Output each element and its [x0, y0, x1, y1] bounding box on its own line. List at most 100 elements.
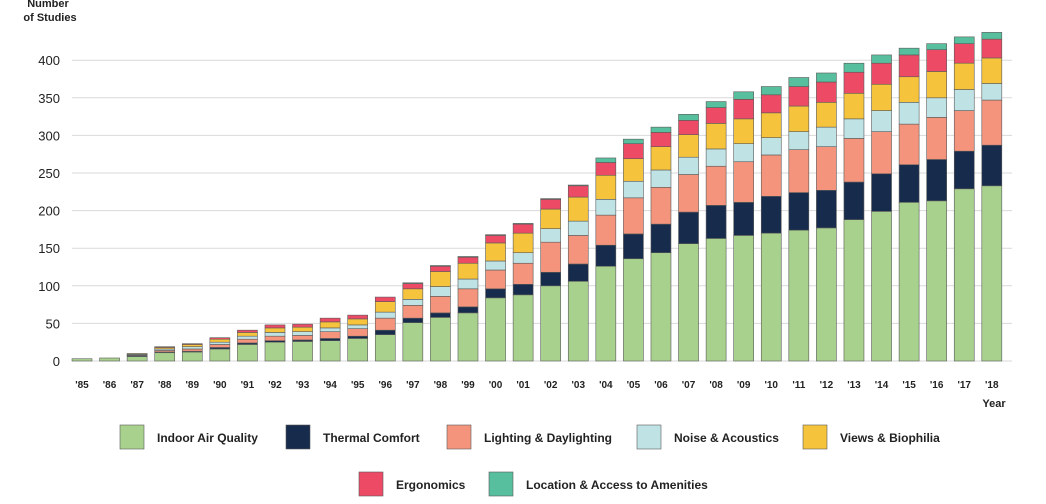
legend-item: Noise & Acoustics: [636, 424, 779, 450]
bar-segment: [512, 232, 534, 254]
bar-segment: [981, 185, 1003, 362]
x-tick-label: '95: [351, 380, 365, 391]
bar-segment: [898, 47, 920, 56]
bar-segment: [926, 117, 947, 160]
bar-segment: [788, 229, 810, 362]
bar-segment: [788, 77, 810, 87]
y-tick-label: 300: [38, 128, 60, 143]
y-tick-label: 400: [38, 53, 60, 68]
bar-segment: [512, 252, 534, 264]
bar-segment: [595, 214, 617, 246]
bar-segment: [347, 338, 369, 362]
legend-swatch: [636, 424, 662, 450]
bar-segment: [843, 62, 865, 73]
y-tick-label: 200: [38, 204, 60, 219]
bar-segment: [926, 71, 947, 99]
bar-segment: [430, 271, 451, 287]
x-tick-label: '96: [379, 380, 393, 391]
bar-segment: [843, 92, 865, 120]
bar-segment: [457, 312, 479, 362]
bar-segment: [292, 331, 313, 336]
bar-segment: [871, 54, 892, 64]
bar-segment: [981, 99, 1003, 146]
x-tick-label: '16: [930, 380, 944, 391]
y-tick-label: 150: [38, 241, 60, 256]
bar-segment: [402, 322, 424, 362]
bar-segment: [292, 326, 313, 332]
bar-segment: [981, 32, 1003, 40]
bar-segment: [319, 321, 341, 329]
bar-segment: [237, 332, 258, 337]
bar-segment: [705, 165, 727, 206]
bar-segment: [154, 346, 176, 348]
x-tick-label: '10: [764, 380, 778, 391]
bar-segment: [816, 146, 837, 191]
legend-swatch: [285, 424, 311, 450]
x-tick-label: '01: [516, 380, 530, 391]
x-tick-label: '13: [847, 380, 861, 391]
bar-segment: [567, 280, 589, 362]
bar-segment: [650, 169, 672, 188]
bar-segment: [319, 338, 341, 341]
bar-segment: [733, 235, 754, 362]
bar-segment: [733, 161, 754, 203]
bar-segment: [953, 36, 975, 44]
bar-segment: [788, 149, 810, 193]
bar-segment: [457, 288, 479, 308]
bar-segment: [760, 137, 782, 156]
bar-segment: [926, 49, 947, 72]
bar-segment: [430, 265, 451, 272]
bar-segment: [733, 118, 754, 144]
bar-segment: [540, 241, 561, 273]
bar-segment: [871, 173, 892, 212]
bar-segment: [595, 174, 617, 200]
x-tick-label: '05: [627, 380, 641, 391]
bar-segment: [540, 208, 561, 229]
bar-segment: [457, 256, 479, 264]
bar-segment: [705, 238, 727, 362]
bar-segment: [237, 329, 258, 333]
bar-segment: [99, 357, 120, 362]
bar-segment: [264, 341, 286, 362]
bar-segment: [485, 235, 506, 244]
y-tick-label: 250: [38, 166, 60, 181]
bar-segment: [816, 102, 837, 128]
bar-segment: [374, 334, 396, 362]
legend-item: Location & Access to Amenities: [488, 471, 708, 497]
bar-segment: [237, 338, 258, 344]
x-tick-label: '97: [406, 380, 420, 391]
bar-segment: [678, 120, 699, 135]
bar-segment: [374, 296, 396, 302]
bar-segment: [567, 184, 589, 187]
bar-segment: [126, 353, 148, 355]
bar-segment: [843, 71, 865, 94]
bar-segment: [816, 72, 837, 83]
x-tick-label: '99: [461, 380, 475, 391]
bar-segment: [623, 197, 644, 235]
bar-segment: [567, 235, 589, 265]
bar-segment: [816, 126, 837, 147]
y-axis-label-line1: Number: [27, 0, 69, 10]
x-tick-label: '86: [103, 380, 117, 391]
bar-segment: [595, 265, 617, 362]
x-tick-label: '87: [130, 380, 144, 391]
bar-segment: [871, 211, 892, 362]
bar-segment: [733, 99, 754, 120]
bar-segment: [760, 232, 782, 362]
legend-item: Lighting & Daylighting: [446, 424, 612, 450]
bar-segment: [871, 110, 892, 132]
bar-segment: [457, 278, 479, 290]
bar-segment: [457, 262, 479, 280]
bar-segment: [374, 329, 396, 335]
bar-segment: [209, 348, 231, 362]
bar-segment: [319, 327, 341, 332]
bar-segment: [430, 317, 451, 362]
bar-segment: [347, 314, 369, 320]
bar-segment: [237, 335, 258, 340]
bar-segment: [650, 132, 672, 147]
bar-segment: [843, 181, 865, 220]
bar-segment: [898, 123, 920, 166]
x-tick-label: '09: [737, 380, 751, 391]
bar-segment: [402, 282, 424, 284]
